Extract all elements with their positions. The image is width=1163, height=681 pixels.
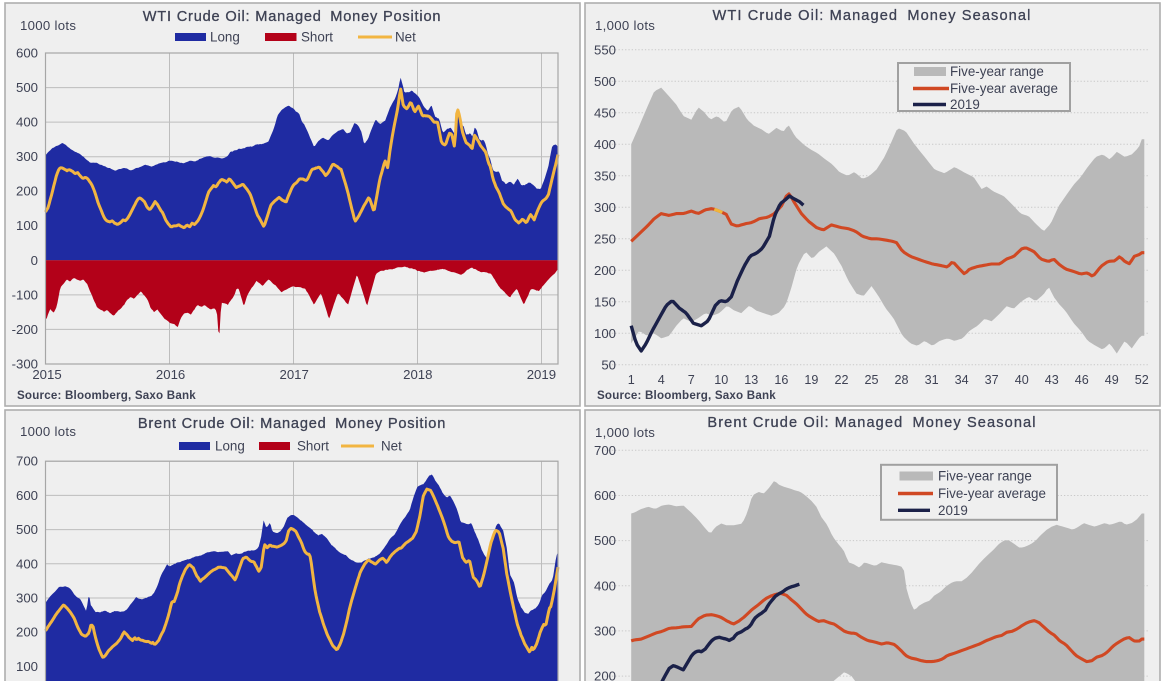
- svg-text:Net: Net: [381, 439, 402, 454]
- svg-text:300: 300: [16, 591, 38, 606]
- svg-text:49: 49: [1105, 373, 1119, 387]
- svg-text:600: 600: [16, 46, 38, 61]
- svg-text:600: 600: [594, 488, 616, 503]
- svg-text:700: 700: [16, 454, 38, 469]
- svg-text:50: 50: [601, 357, 616, 372]
- svg-text:Five-year average: Five-year average: [950, 81, 1058, 96]
- svg-text:100: 100: [594, 326, 616, 341]
- svg-text:100: 100: [16, 659, 38, 674]
- svg-text:400: 400: [594, 578, 616, 593]
- svg-text:400: 400: [594, 137, 616, 152]
- svg-text:Brent Crude Oil: Managed Mone: Brent Crude Oil: Managed Money Position: [138, 416, 446, 432]
- svg-text:Long: Long: [215, 439, 245, 454]
- svg-text:2018: 2018: [403, 367, 432, 382]
- svg-text:500: 500: [16, 80, 38, 95]
- svg-text:200: 200: [594, 669, 616, 681]
- svg-text:350: 350: [594, 168, 616, 183]
- svg-text:200: 200: [594, 263, 616, 278]
- svg-text:13: 13: [744, 373, 758, 387]
- svg-text:150: 150: [594, 294, 616, 309]
- svg-text:52: 52: [1135, 373, 1149, 387]
- svg-text:1,000 lots: 1,000 lots: [595, 18, 655, 33]
- svg-text:1,000 lots: 1,000 lots: [595, 425, 655, 440]
- svg-text:500: 500: [594, 74, 616, 89]
- svg-text:Brent Crude Oil: Managed Mone: Brent Crude Oil: Managed Money Seasonal: [707, 415, 1036, 431]
- svg-text:1000 lots: 1000 lots: [20, 18, 76, 33]
- svg-text:2015: 2015: [32, 367, 61, 382]
- svg-text:31: 31: [925, 373, 939, 387]
- svg-text:16: 16: [774, 373, 788, 387]
- svg-text:43: 43: [1045, 373, 1059, 387]
- svg-text:2019: 2019: [527, 367, 556, 382]
- svg-text:Five-year average: Five-year average: [938, 486, 1046, 501]
- svg-text:WTI Crude Oil: Managed Money: WTI Crude Oil: Managed Money Seasonal: [713, 8, 1032, 24]
- svg-text:200: 200: [16, 184, 38, 199]
- svg-text:22: 22: [834, 373, 848, 387]
- svg-text:WTI Crude Oil: Managed Money: WTI Crude Oil: Managed Money Position: [143, 9, 442, 25]
- svg-text:550: 550: [594, 42, 616, 57]
- svg-text:300: 300: [594, 623, 616, 638]
- svg-text:300: 300: [16, 149, 38, 164]
- svg-text:10: 10: [714, 373, 728, 387]
- svg-text:Source: Bloomberg, Saxo Bank: Source: Bloomberg, Saxo Bank: [597, 389, 776, 402]
- svg-text:Net: Net: [395, 30, 416, 45]
- svg-text:-200: -200: [12, 322, 38, 337]
- svg-text:37: 37: [985, 373, 999, 387]
- svg-text:7: 7: [688, 373, 695, 387]
- svg-text:28: 28: [894, 373, 908, 387]
- svg-text:Source: Bloomberg, Saxo Bank: Source: Bloomberg, Saxo Bank: [17, 389, 196, 402]
- svg-text:450: 450: [594, 105, 616, 120]
- svg-text:1: 1: [628, 373, 635, 387]
- svg-text:46: 46: [1075, 373, 1089, 387]
- svg-text:2019: 2019: [950, 97, 980, 112]
- svg-text:-100: -100: [12, 287, 38, 302]
- svg-text:700: 700: [594, 443, 616, 458]
- svg-text:19: 19: [804, 373, 818, 387]
- svg-text:40: 40: [1015, 373, 1029, 387]
- svg-text:300: 300: [594, 200, 616, 215]
- svg-text:Long: Long: [210, 30, 240, 45]
- svg-text:Short: Short: [297, 439, 329, 454]
- svg-text:400: 400: [16, 115, 38, 130]
- svg-text:2019: 2019: [938, 503, 968, 518]
- svg-text:Five-year range: Five-year range: [938, 469, 1032, 484]
- svg-text:4: 4: [658, 373, 665, 387]
- svg-text:25: 25: [864, 373, 878, 387]
- svg-text:100: 100: [16, 218, 38, 233]
- svg-text:400: 400: [16, 556, 38, 571]
- svg-text:250: 250: [594, 231, 616, 246]
- svg-text:Short: Short: [301, 30, 333, 45]
- svg-text:1000 lots: 1000 lots: [20, 424, 76, 439]
- svg-text:34: 34: [955, 373, 969, 387]
- svg-text:-300: -300: [12, 356, 38, 371]
- svg-text:500: 500: [594, 533, 616, 548]
- svg-text:2016: 2016: [156, 367, 185, 382]
- svg-text:600: 600: [16, 488, 38, 503]
- svg-text:200: 200: [16, 625, 38, 640]
- svg-text:0: 0: [31, 253, 38, 268]
- svg-text:500: 500: [16, 522, 38, 537]
- svg-text:Five-year range: Five-year range: [950, 64, 1044, 79]
- svg-text:2017: 2017: [280, 367, 309, 382]
